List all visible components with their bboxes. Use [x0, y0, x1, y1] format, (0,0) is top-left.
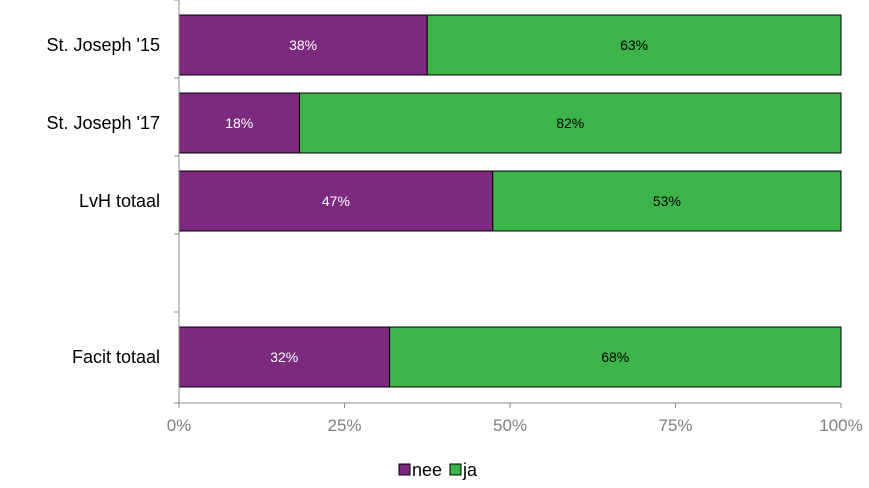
bar-ja-4 — [389, 326, 842, 388]
data-label-ja-1: 82% — [556, 115, 584, 131]
legend-swatch-ja — [449, 463, 462, 476]
bar-ja-1 — [298, 92, 842, 154]
legend-swatch-nee — [398, 463, 411, 476]
category-labels: St. Joseph '15 St. Joseph '17 LvH totaal Fa… — [46, 35, 160, 367]
data-label-nee-1: 18% — [225, 115, 253, 131]
axes-group — [174, 0, 842, 408]
bars-group: 38% 63% 18% 82% 47% 53% 32% 68% — [178, 14, 842, 388]
bar-ja-0 — [426, 14, 842, 76]
legend-label-ja: ja — [462, 460, 478, 480]
category-label-2: LvH totaal — [79, 191, 160, 211]
bar-nee-1 — [178, 92, 300, 154]
data-label-ja-2: 53% — [653, 193, 681, 209]
x-tick-label-3: 75% — [658, 416, 692, 435]
data-label-nee-4: 32% — [270, 349, 298, 365]
x-tick-labels: 0% 25% 50% 75% 100% — [167, 416, 863, 435]
x-tick-label-0: 0% — [167, 416, 192, 435]
data-label-ja-4: 68% — [601, 349, 629, 365]
data-label-nee-2: 47% — [322, 193, 350, 209]
category-label-4: Facit totaal — [72, 347, 160, 367]
x-tick-label-2: 50% — [493, 416, 527, 435]
x-tick-label-1: 25% — [327, 416, 361, 435]
bar-ja-2 — [492, 170, 842, 232]
legend: nee ja — [398, 460, 478, 480]
bar-nee-2 — [178, 170, 494, 232]
bar-nee-0 — [178, 14, 428, 76]
legend-label-nee: nee — [412, 460, 442, 480]
x-tick-label-4: 100% — [819, 416, 862, 435]
data-label-nee-0: 38% — [289, 37, 317, 53]
data-label-ja-0: 63% — [620, 37, 648, 53]
category-label-1: St. Joseph '17 — [46, 113, 160, 133]
bar-nee-4 — [178, 326, 391, 388]
category-label-0: St. Joseph '15 — [46, 35, 160, 55]
